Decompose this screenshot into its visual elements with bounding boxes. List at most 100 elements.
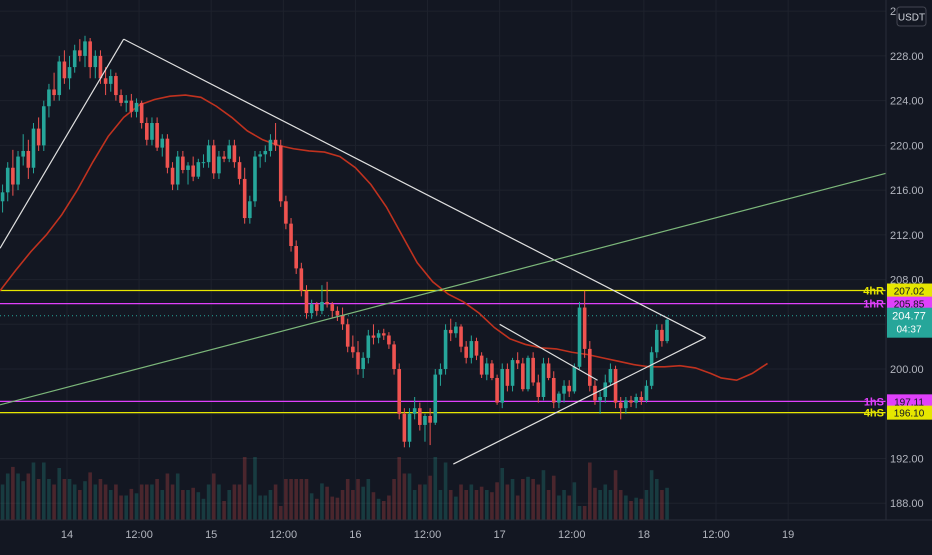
- candle[interactable]: [88, 38, 92, 79]
- candle[interactable]: [387, 332, 391, 349]
- candle[interactable]: [139, 100, 144, 129]
- candle[interactable]: [412, 396, 417, 420]
- candle[interactable]: [93, 50, 98, 79]
- candle[interactable]: [418, 402, 422, 431]
- candle[interactable]: [335, 306, 340, 321]
- candle[interactable]: [52, 72, 56, 101]
- candle[interactable]: [78, 39, 82, 62]
- candle[interactable]: [114, 72, 118, 101]
- candle[interactable]: [145, 117, 149, 146]
- candle[interactable]: [613, 365, 618, 409]
- candle[interactable]: [557, 391, 561, 409]
- candle[interactable]: [392, 341, 396, 375]
- candle[interactable]: [72, 44, 77, 73]
- candle[interactable]: [196, 158, 201, 179]
- candle[interactable]: [376, 329, 381, 344]
- candle[interactable]: [201, 154, 206, 168]
- candle[interactable]: [181, 150, 185, 174]
- candle[interactable]: [289, 218, 293, 252]
- candle[interactable]: [402, 408, 407, 448]
- candle[interactable]: [278, 139, 283, 207]
- candle[interactable]: [526, 355, 530, 392]
- candle[interactable]: [624, 396, 628, 414]
- candle[interactable]: [474, 337, 479, 361]
- candle[interactable]: [36, 117, 41, 151]
- candle[interactable]: [618, 396, 623, 420]
- candle[interactable]: [562, 380, 566, 403]
- candle[interactable]: [103, 67, 108, 96]
- triangle-upper[interactable]: [499, 323, 598, 381]
- candle[interactable]: [222, 150, 226, 163]
- candle[interactable]: [654, 324, 659, 358]
- candle[interactable]: [5, 162, 10, 202]
- candle[interactable]: [479, 352, 484, 378]
- candle[interactable]: [41, 100, 46, 151]
- candle[interactable]: [263, 145, 268, 163]
- candle[interactable]: [577, 301, 582, 370]
- candle[interactable]: [119, 89, 123, 107]
- candle[interactable]: [284, 195, 288, 230]
- candle[interactable]: [325, 281, 329, 308]
- candle[interactable]: [443, 324, 448, 375]
- candles[interactable]: [0, 35, 669, 448]
- candle[interactable]: [186, 162, 190, 185]
- candle[interactable]: [237, 156, 242, 185]
- candle[interactable]: [273, 123, 278, 151]
- candle[interactable]: [160, 134, 165, 157]
- candle[interactable]: [639, 391, 644, 405]
- drawings[interactable]: [0, 38, 887, 465]
- candle[interactable]: [134, 98, 139, 118]
- candle[interactable]: [510, 357, 515, 392]
- candle[interactable]: [397, 363, 402, 420]
- candle[interactable]: [314, 301, 319, 316]
- candle[interactable]: [361, 352, 365, 378]
- candle[interactable]: [253, 150, 257, 207]
- candle[interactable]: [340, 307, 345, 330]
- candle[interactable]: [165, 134, 170, 174]
- candle[interactable]: [258, 150, 262, 168]
- ma-line[interactable]: [0, 94, 768, 382]
- candle[interactable]: [381, 328, 386, 340]
- candle[interactable]: [304, 285, 309, 319]
- candle[interactable]: [629, 395, 633, 408]
- candle[interactable]: [459, 324, 463, 353]
- candle[interactable]: [634, 393, 638, 409]
- candle[interactable]: [67, 55, 72, 90]
- candle[interactable]: [572, 363, 577, 394]
- candle[interactable]: [598, 391, 602, 414]
- candle[interactable]: [217, 150, 221, 179]
- candle[interactable]: [541, 357, 546, 401]
- candle[interactable]: [330, 301, 335, 318]
- candle[interactable]: [83, 35, 87, 68]
- up-trendline-left[interactable]: [0, 38, 125, 249]
- candle[interactable]: [521, 357, 525, 392]
- triangle-lower[interactable]: [453, 337, 706, 465]
- candle[interactable]: [469, 335, 474, 364]
- candle[interactable]: [484, 357, 489, 381]
- candle[interactable]: [248, 195, 252, 224]
- candle[interactable]: [191, 156, 195, 182]
- candle[interactable]: [47, 83, 51, 118]
- candle[interactable]: [206, 139, 211, 168]
- down-trendline[interactable]: [123, 38, 706, 339]
- candle[interactable]: [26, 139, 31, 179]
- candle[interactable]: [351, 335, 355, 358]
- candle[interactable]: [320, 285, 324, 315]
- candle[interactable]: [515, 352, 520, 370]
- candle[interactable]: [464, 341, 468, 364]
- candle[interactable]: [649, 346, 654, 390]
- candle[interactable]: [495, 374, 499, 405]
- candle[interactable]: [356, 341, 360, 375]
- candle[interactable]: [536, 374, 541, 403]
- candle[interactable]: [345, 318, 350, 353]
- candle[interactable]: [546, 357, 551, 381]
- candle[interactable]: [31, 123, 36, 174]
- candle[interactable]: [57, 55, 62, 101]
- candle[interactable]: [0, 184, 5, 213]
- candle[interactable]: [433, 369, 438, 425]
- candle[interactable]: [454, 322, 458, 338]
- candle[interactable]: [500, 363, 505, 409]
- candle[interactable]: [423, 413, 427, 442]
- candle[interactable]: [211, 139, 216, 179]
